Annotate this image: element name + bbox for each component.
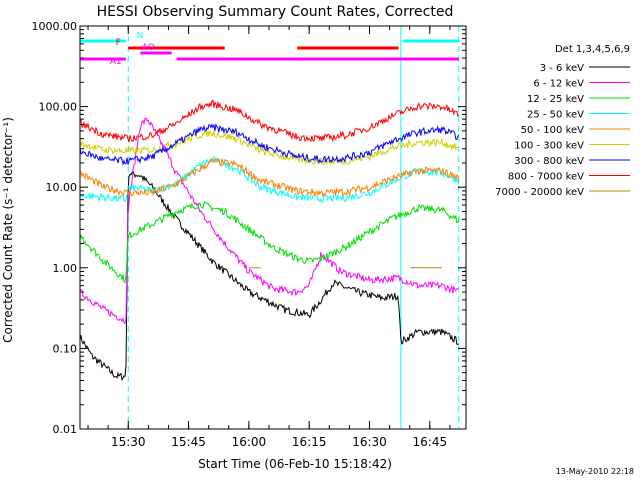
x-tick-label: 15:45 xyxy=(171,435,206,449)
y-tick-label: 1000.00 xyxy=(32,20,78,33)
legend: Det 1,3,4,5,6,9 3 - 6 keV 6 - 12 keV 12 - … xyxy=(495,44,630,198)
legend-label-8: 7000 - 20000 keV xyxy=(495,187,584,198)
legend-label-1: 6 - 12 keV xyxy=(533,79,584,90)
observing-flags: N F AO A1 xyxy=(80,31,459,67)
series-line-5 xyxy=(79,129,460,167)
flag-label-f: F xyxy=(116,38,121,48)
legend-label-4: 50 - 100 keV xyxy=(521,125,585,136)
y-tick-label: 10.00 xyxy=(46,181,78,194)
x-tick-label: 15:30 xyxy=(111,435,146,449)
legend-label-2: 12 - 25 keV xyxy=(527,94,584,105)
y-tick-label: 0.01 xyxy=(53,423,78,436)
y-axis-label: Corrected Count Rate (s⁻¹ detector⁻¹) xyxy=(1,117,15,343)
legend-label-6: 300 - 800 keV xyxy=(514,156,584,167)
y-tick-label: 100.00 xyxy=(39,101,78,114)
y-tick-label: 1.00 xyxy=(53,262,78,275)
axes: 1000.00 100.00 10.00 1.00 0.10 0.01 15:30 15:45… xyxy=(32,20,467,449)
legend-title: Det 1,3,4,5,6,9 xyxy=(555,44,630,55)
x-tick-label: 16:15 xyxy=(292,435,327,449)
series-line-4 xyxy=(79,157,460,198)
x-tick-label: 16:30 xyxy=(352,435,387,449)
legend-label-7: 800 - 7000 keV xyxy=(508,172,584,183)
series-line-0 xyxy=(79,169,460,381)
series-line-3 xyxy=(79,156,460,203)
x-axis-label: Start Time (06-Feb-10 15:18:42) xyxy=(198,457,392,471)
legend-label-5: 100 - 300 keV xyxy=(514,141,584,152)
flag-label-ao: AO xyxy=(142,43,155,53)
plot-frame xyxy=(79,25,467,430)
series-line-6 xyxy=(79,123,460,167)
x-tick-label: 16:45 xyxy=(413,435,448,449)
flag-label-a1: A1 xyxy=(110,57,122,67)
series-line-7 xyxy=(79,99,460,143)
legend-label-3: 25 - 50 keV xyxy=(527,110,584,121)
legend-label-0: 3 - 6 keV xyxy=(540,63,584,74)
plot-area xyxy=(79,26,460,429)
series-line-2 xyxy=(79,201,460,284)
chart-title: HESSI Observing Summary Count Rates, Cor… xyxy=(97,4,454,20)
y-tick-label: 0.10 xyxy=(53,342,78,355)
series-line-1 xyxy=(79,117,459,325)
footer-date: 13-May-2010 22:18 xyxy=(556,467,634,476)
x-tick-label: 16:00 xyxy=(232,435,267,449)
flag-label-n: N xyxy=(136,31,143,41)
